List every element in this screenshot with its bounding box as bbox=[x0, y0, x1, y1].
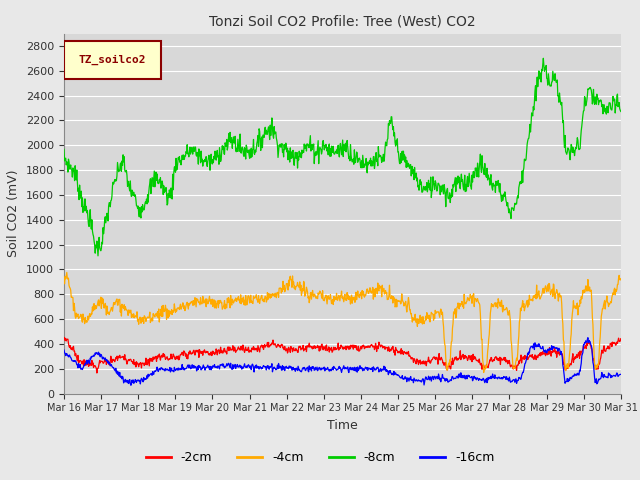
FancyBboxPatch shape bbox=[64, 41, 161, 79]
X-axis label: Time: Time bbox=[327, 419, 358, 432]
Title: Tonzi Soil CO2 Profile: Tree (West) CO2: Tonzi Soil CO2 Profile: Tree (West) CO2 bbox=[209, 14, 476, 28]
Y-axis label: Soil CO2 (mV): Soil CO2 (mV) bbox=[8, 170, 20, 257]
Legend: -2cm, -4cm, -8cm, -16cm: -2cm, -4cm, -8cm, -16cm bbox=[141, 446, 499, 469]
Text: TZ_soilco2: TZ_soilco2 bbox=[79, 55, 146, 65]
